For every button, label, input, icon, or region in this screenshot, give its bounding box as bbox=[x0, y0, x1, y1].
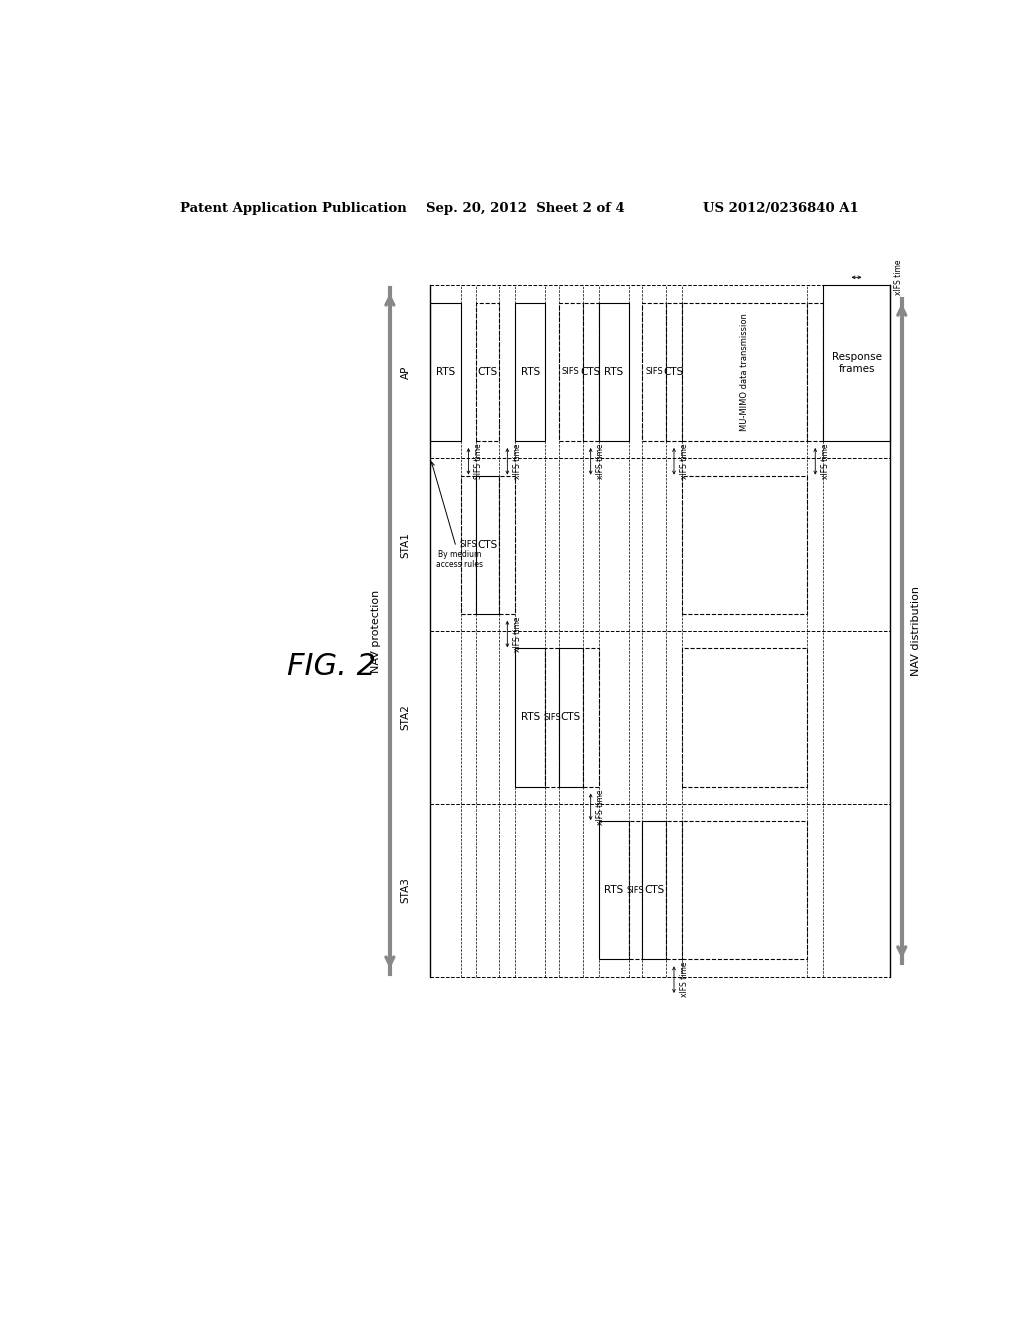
Text: xIFS time: xIFS time bbox=[894, 260, 903, 296]
Bar bbox=[559, 648, 583, 787]
Bar bbox=[475, 302, 500, 441]
Text: xIFS time: xIFS time bbox=[821, 444, 829, 479]
Text: CTS: CTS bbox=[477, 367, 498, 376]
Bar bbox=[682, 821, 807, 960]
Text: SIFS: SIFS bbox=[544, 713, 561, 722]
Bar bbox=[807, 302, 823, 441]
Text: CTS: CTS bbox=[664, 367, 684, 376]
Text: xIFS time: xIFS time bbox=[513, 444, 522, 479]
Text: AP: AP bbox=[400, 366, 411, 379]
Bar bbox=[666, 302, 682, 441]
Bar bbox=[823, 285, 890, 441]
Text: US 2012/0236840 A1: US 2012/0236840 A1 bbox=[703, 202, 859, 215]
Bar bbox=[682, 648, 807, 787]
Bar bbox=[515, 648, 546, 787]
Bar bbox=[500, 475, 515, 614]
Bar bbox=[430, 302, 461, 441]
Text: SIFS: SIFS bbox=[460, 540, 477, 549]
Bar bbox=[599, 302, 629, 441]
Text: STA1: STA1 bbox=[400, 532, 411, 557]
Bar bbox=[559, 302, 583, 441]
Text: SIFS: SIFS bbox=[627, 886, 644, 895]
Text: STA3: STA3 bbox=[400, 878, 411, 903]
Text: xIFS time: xIFS time bbox=[596, 444, 605, 479]
Bar bbox=[583, 648, 599, 787]
Bar bbox=[682, 475, 807, 614]
Text: FIG. 2: FIG. 2 bbox=[287, 652, 376, 681]
Text: SIFS: SIFS bbox=[645, 367, 663, 376]
Text: CTS: CTS bbox=[561, 713, 581, 722]
Text: RTS: RTS bbox=[436, 367, 455, 376]
Text: xIFS time: xIFS time bbox=[680, 444, 688, 479]
Text: CTS: CTS bbox=[644, 886, 665, 895]
Bar bbox=[599, 821, 629, 960]
Text: By medium
access rules: By medium access rules bbox=[431, 462, 483, 569]
Text: MU-MIMO data transmission: MU-MIMO data transmission bbox=[740, 313, 750, 430]
Text: xIFS time: xIFS time bbox=[513, 616, 522, 652]
Bar bbox=[642, 302, 666, 441]
Text: NAV distribution: NAV distribution bbox=[911, 586, 921, 676]
Bar bbox=[515, 302, 546, 441]
Bar bbox=[629, 821, 642, 960]
Text: xIFS time: xIFS time bbox=[680, 962, 688, 998]
Text: STA2: STA2 bbox=[400, 705, 411, 730]
Text: RTS: RTS bbox=[604, 886, 624, 895]
Text: RTS: RTS bbox=[521, 367, 540, 376]
Text: SIFS: SIFS bbox=[562, 367, 580, 376]
Text: Patent Application Publication: Patent Application Publication bbox=[179, 202, 407, 215]
Bar bbox=[475, 475, 500, 614]
Bar bbox=[666, 821, 682, 960]
Bar bbox=[583, 302, 599, 441]
Bar bbox=[546, 648, 559, 787]
Text: NAV protection: NAV protection bbox=[371, 590, 381, 673]
Text: CTS: CTS bbox=[581, 367, 601, 376]
Text: CTS: CTS bbox=[477, 540, 498, 549]
Text: xIFS time: xIFS time bbox=[596, 789, 605, 825]
Text: RTS: RTS bbox=[521, 713, 540, 722]
Text: Response
frames: Response frames bbox=[831, 352, 882, 374]
Text: Sep. 20, 2012  Sheet 2 of 4: Sep. 20, 2012 Sheet 2 of 4 bbox=[426, 202, 625, 215]
Text: SIFS time: SIFS time bbox=[474, 444, 483, 479]
Text: RTS: RTS bbox=[604, 367, 624, 376]
Bar bbox=[461, 475, 475, 614]
Bar bbox=[642, 821, 666, 960]
Bar bbox=[682, 302, 807, 441]
